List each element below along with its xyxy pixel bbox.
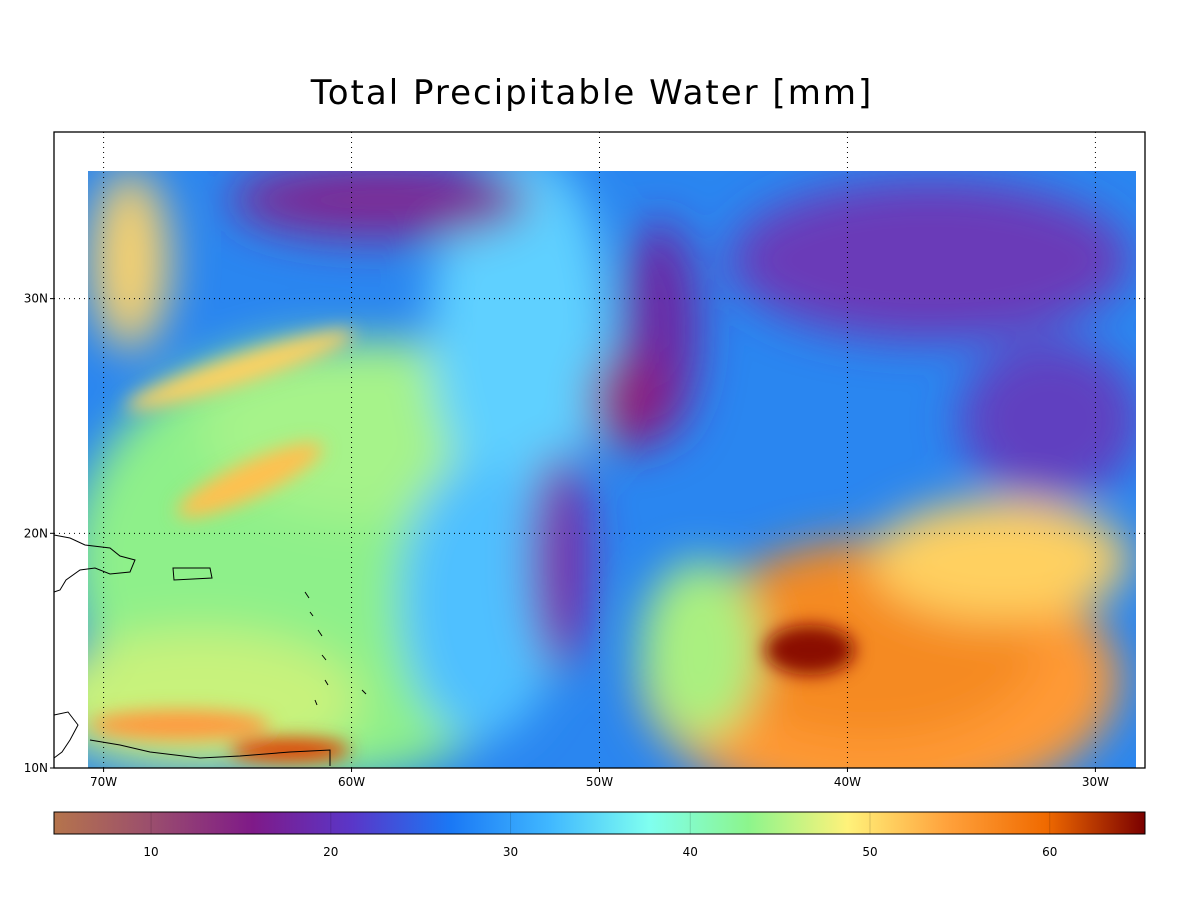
x-tick-label: 50W (586, 775, 613, 789)
colorbar-tick-label: 30 (503, 845, 518, 859)
y-tick-label: 30N (24, 292, 48, 306)
colorbar-tick-label: 60 (1042, 845, 1057, 859)
title: Total Precipitable Water [mm] (310, 73, 873, 113)
precipitable-water-field (88, 171, 1136, 768)
colorbar (53, 811, 1146, 835)
x-tick-label: 70W (90, 775, 117, 789)
coastlines (53, 534, 367, 766)
y-tick-label: 20N (24, 526, 48, 540)
x-tick-label: 40W (834, 775, 861, 789)
x-tick-label: 60W (338, 775, 365, 789)
colorbar-tick-label: 50 (862, 845, 877, 859)
x-tick-label: 30W (1082, 775, 1109, 789)
colorbar-tick-label: 40 (683, 845, 698, 859)
colorbar-tick-label: 20 (323, 845, 338, 859)
colorbar-tick-label: 10 (143, 845, 158, 859)
y-tick-label: 10N (24, 761, 48, 775)
